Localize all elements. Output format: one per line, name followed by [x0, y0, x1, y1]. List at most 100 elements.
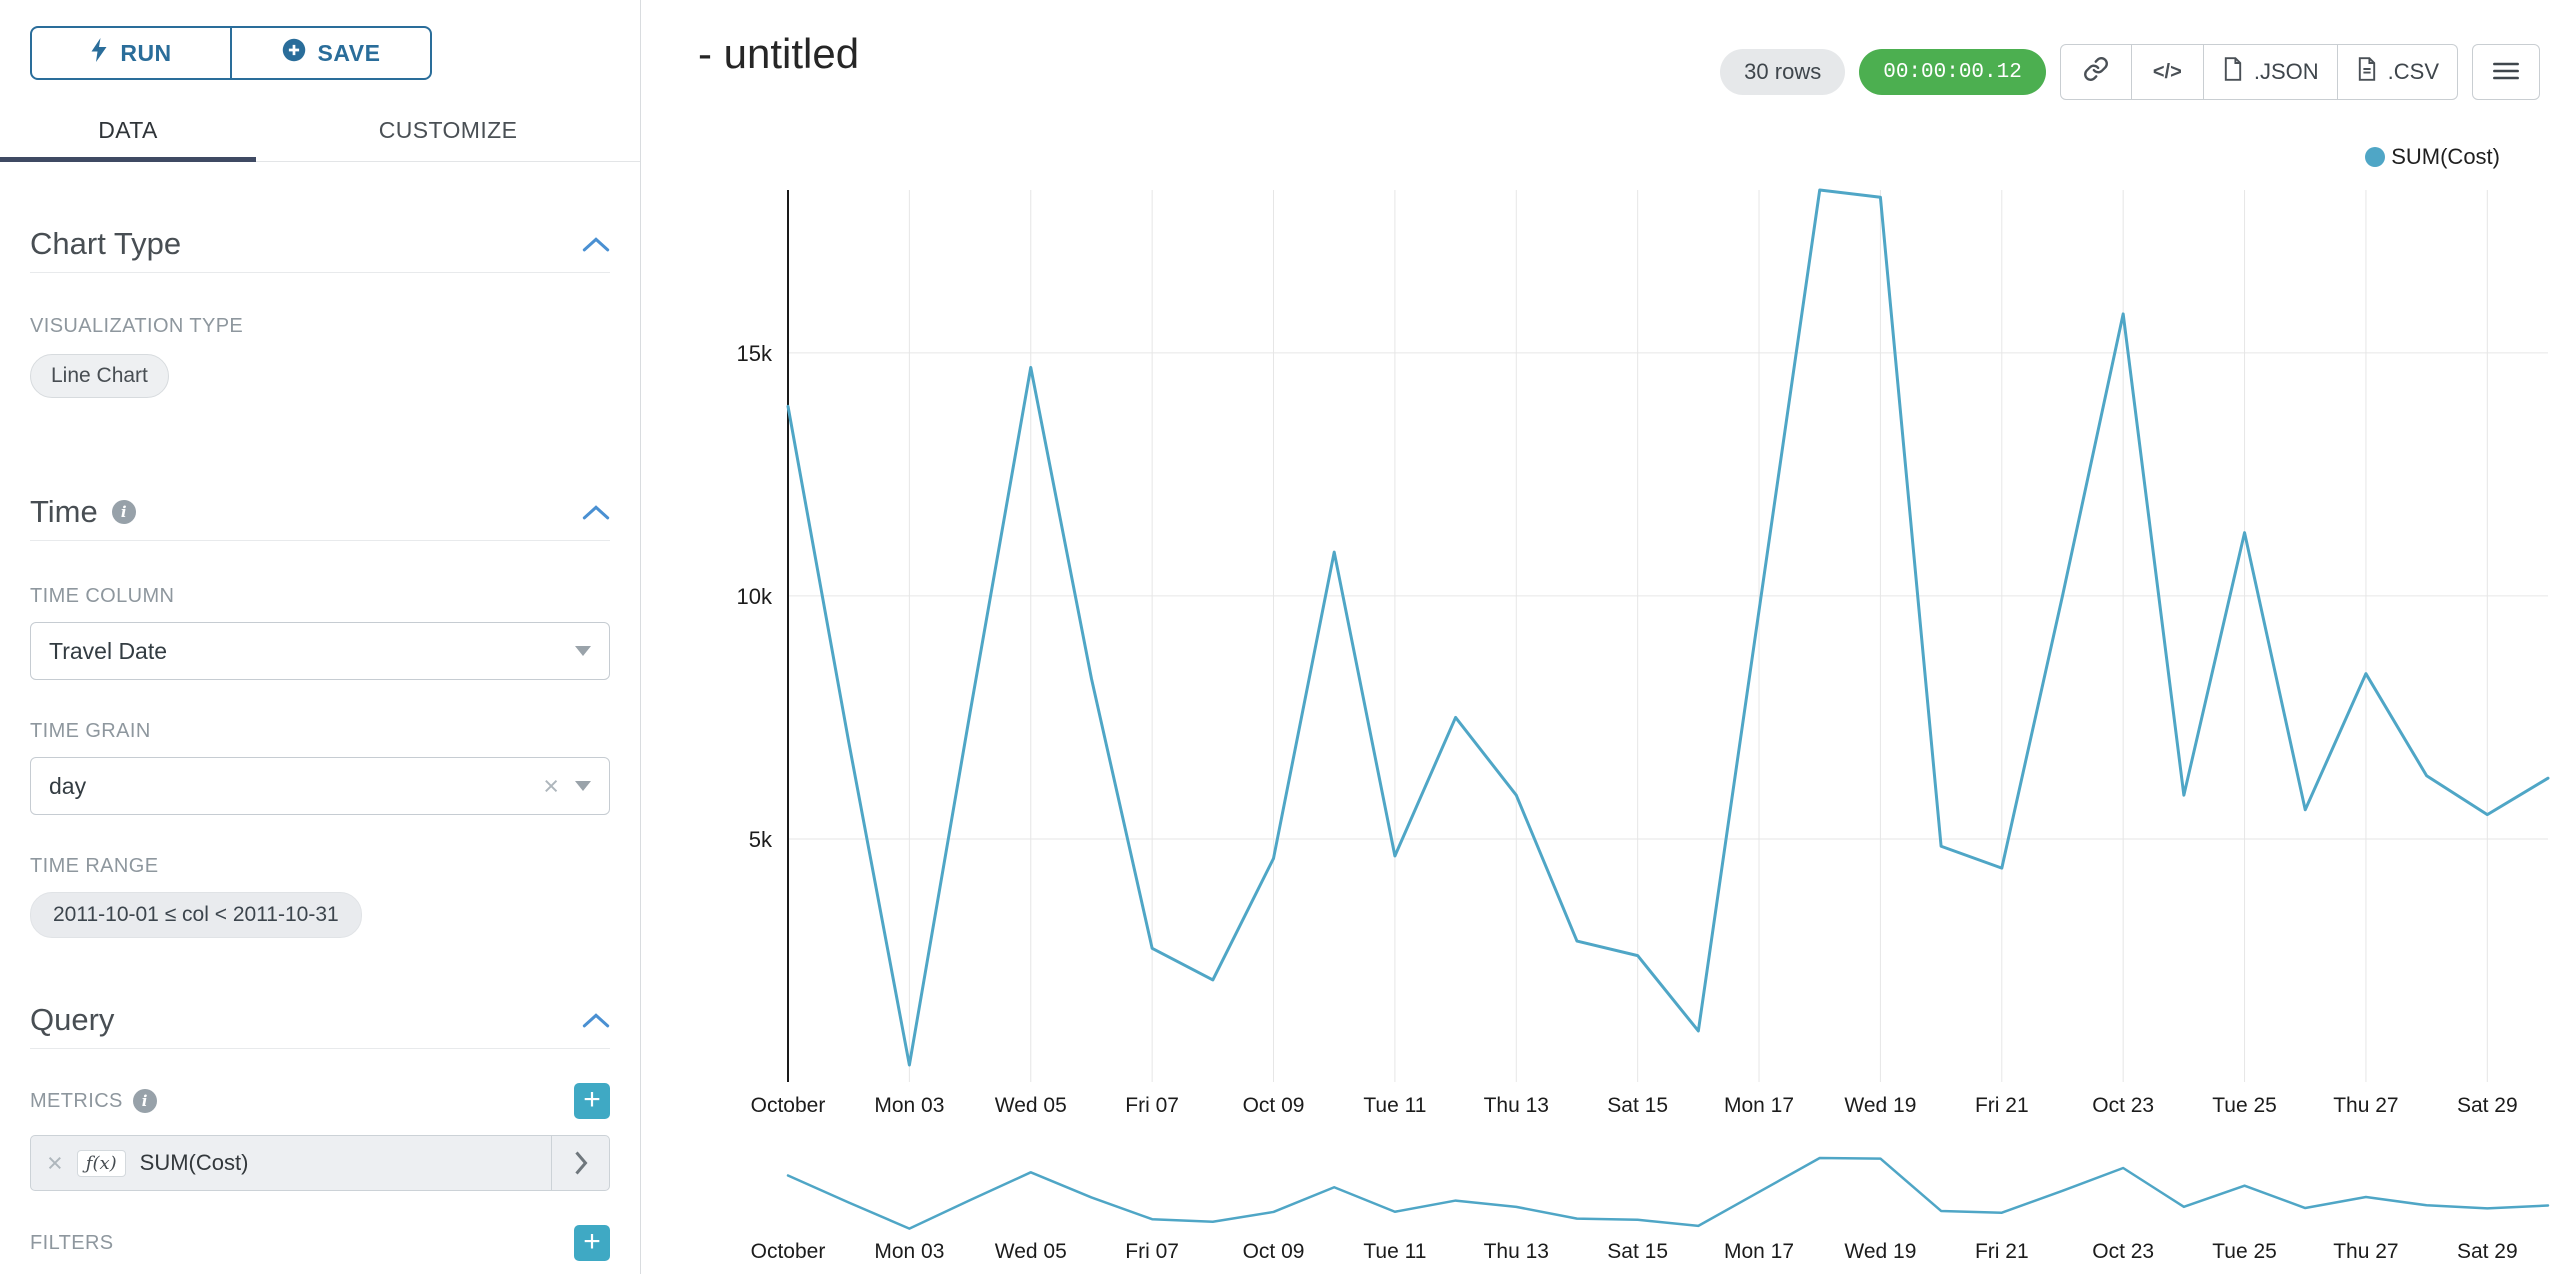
chart-title[interactable]: - untitled	[698, 30, 860, 77]
caret-down-icon	[575, 646, 591, 656]
viz-type-label: VISUALIZATION TYPE	[30, 315, 244, 337]
svg-text:Fri 21: Fri 21	[1975, 1240, 2029, 1263]
code-icon: </>	[2152, 60, 2182, 83]
csv-file-icon	[2356, 57, 2378, 87]
run-button[interactable]: RUN	[30, 26, 231, 80]
svg-text:15k: 15k	[737, 341, 773, 366]
section-chart-type[interactable]: Chart Type	[30, 226, 610, 262]
export-csv-button[interactable]: .CSV	[2337, 44, 2458, 100]
svg-text:5k: 5k	[749, 827, 773, 852]
legend-item[interactable]: SUM(Cost)	[2365, 144, 2500, 170]
info-icon	[132, 1089, 157, 1113]
svg-text:10k: 10k	[737, 584, 773, 609]
svg-text:Wed 05: Wed 05	[995, 1240, 1067, 1263]
divider	[30, 272, 610, 273]
svg-text:Sat 29: Sat 29	[2457, 1240, 2518, 1263]
tab-customize[interactable]: CUSTOMIZE	[256, 104, 640, 162]
time-range-label: TIME RANGE	[30, 855, 159, 877]
filters-row: FILTERS	[30, 1225, 610, 1261]
add-metric-button[interactable]	[574, 1083, 610, 1119]
svg-text:Mon 17: Mon 17	[1724, 1094, 1794, 1117]
time-range-value[interactable]: 2011-10-01 ≤ col < 2011-10-31	[30, 892, 362, 938]
svg-text:Mon 03: Mon 03	[874, 1240, 944, 1263]
time-grain-value: day	[49, 772, 87, 799]
save-button-label: SAVE	[317, 39, 381, 66]
time-grain-select[interactable]: day	[30, 757, 610, 815]
json-file-icon	[2222, 57, 2244, 87]
chevron-up-icon[interactable]	[582, 503, 610, 521]
info-icon	[111, 500, 136, 524]
svg-text:Mon 17: Mon 17	[1724, 1240, 1794, 1263]
svg-text:Mon 03: Mon 03	[874, 1094, 944, 1117]
link-icon	[2083, 56, 2109, 88]
svg-text:Oct 09: Oct 09	[1243, 1240, 1305, 1263]
section-query-title: Query	[30, 1002, 115, 1037]
tab-customize-label: CUSTOMIZE	[378, 117, 518, 143]
section-query[interactable]: Query	[30, 1002, 610, 1038]
run-save-button-group: RUN SAVE	[30, 26, 610, 80]
metrics-label: METRICS	[30, 1089, 123, 1112]
divider	[30, 1048, 610, 1049]
time-column-value: Travel Date	[49, 637, 168, 664]
legend-swatch	[2365, 147, 2386, 167]
svg-text:Tue 11: Tue 11	[1363, 1094, 1426, 1117]
svg-text:Oct 09: Oct 09	[1243, 1094, 1305, 1117]
add-filter-button[interactable]	[574, 1225, 610, 1261]
explore-control-panel: RUN SAVE DATA CUSTOMIZE Chart Type VISUA…	[0, 0, 641, 1274]
chevron-up-icon[interactable]	[582, 1011, 610, 1029]
chevron-up-icon[interactable]	[582, 235, 610, 253]
svg-text:Sat 15: Sat 15	[1607, 1094, 1668, 1117]
time-column-select[interactable]: Travel Date	[30, 622, 610, 680]
chart-header-controls: 30 rows 00:00:00.12 </> .JSON .	[1720, 44, 2540, 100]
export-button-group: </> .JSON .CSV	[2059, 44, 2458, 100]
save-button[interactable]: SAVE	[231, 26, 432, 80]
clear-icon[interactable]	[543, 773, 559, 800]
svg-text:Wed 19: Wed 19	[1844, 1240, 1916, 1263]
svg-text:Thu 13: Thu 13	[1484, 1094, 1549, 1117]
svg-text:October: October	[751, 1094, 826, 1117]
chart-menu-button[interactable]	[2472, 44, 2540, 100]
svg-text:Tue 11: Tue 11	[1363, 1240, 1426, 1263]
remove-metric-icon[interactable]	[47, 1150, 63, 1177]
hamburger-icon	[2492, 60, 2520, 85]
chart-area: - untitled 30 rows 00:00:00.12 </> .JSON	[641, 0, 2576, 1274]
share-link-button[interactable]	[2059, 44, 2132, 100]
bolt-icon	[90, 37, 108, 69]
legend-label: SUM(Cost)	[2391, 144, 2500, 169]
query-timer-badge: 00:00:00.12	[1859, 49, 2046, 95]
svg-text:Tue 25: Tue 25	[2212, 1094, 2277, 1117]
svg-text:Wed 05: Wed 05	[995, 1094, 1067, 1117]
csv-button-label: .CSV	[2387, 59, 2439, 84]
export-json-button[interactable]: .JSON	[2203, 44, 2338, 100]
section-time[interactable]: Time	[30, 494, 610, 530]
svg-text:Fri 21: Fri 21	[1975, 1094, 2029, 1117]
svg-text:Tue 25: Tue 25	[2212, 1240, 2277, 1263]
svg-text:Fri 07: Fri 07	[1125, 1094, 1179, 1117]
row-count-badge: 30 rows	[1720, 49, 1846, 95]
svg-text:Wed 19: Wed 19	[1844, 1094, 1916, 1117]
panel-tabs: DATA CUSTOMIZE	[0, 104, 640, 162]
json-button-label: .JSON	[2253, 59, 2319, 84]
svg-text:Thu 13: Thu 13	[1484, 1240, 1549, 1263]
embed-code-button[interactable]: </>	[2131, 44, 2204, 100]
svg-text:Oct 23: Oct 23	[2092, 1094, 2154, 1117]
divider	[30, 540, 610, 541]
svg-text:Sat 29: Sat 29	[2457, 1094, 2518, 1117]
plus-circle-icon	[282, 38, 306, 68]
fx-badge: ƒ(x)	[76, 1149, 126, 1177]
line-chart[interactable]: October October Mon 03 Mon 03 Wed 05 Wed 05 Fr…	[644, 140, 2576, 1274]
chevron-right-icon[interactable]	[551, 1136, 609, 1190]
viz-type-value[interactable]: Line Chart	[30, 354, 169, 398]
svg-text:Thu 27: Thu 27	[2333, 1240, 2398, 1263]
filters-label: FILTERS	[30, 1231, 114, 1254]
metric-item[interactable]: ƒ(x) SUM(Cost)	[30, 1135, 610, 1191]
tab-data-label: DATA	[98, 117, 158, 143]
svg-text:October: October	[751, 1240, 826, 1263]
data-tab-content: Chart Type VISUALIZATION TYPE Line Chart…	[0, 226, 640, 1261]
metrics-label-wrap: METRICS	[30, 1089, 157, 1113]
svg-text:Thu 27: Thu 27	[2333, 1094, 2398, 1117]
tab-data[interactable]: DATA	[0, 104, 256, 162]
section-time-title: Time	[30, 494, 98, 529]
metrics-row: METRICS	[30, 1083, 610, 1119]
time-grain-label: TIME GRAIN	[30, 720, 151, 742]
